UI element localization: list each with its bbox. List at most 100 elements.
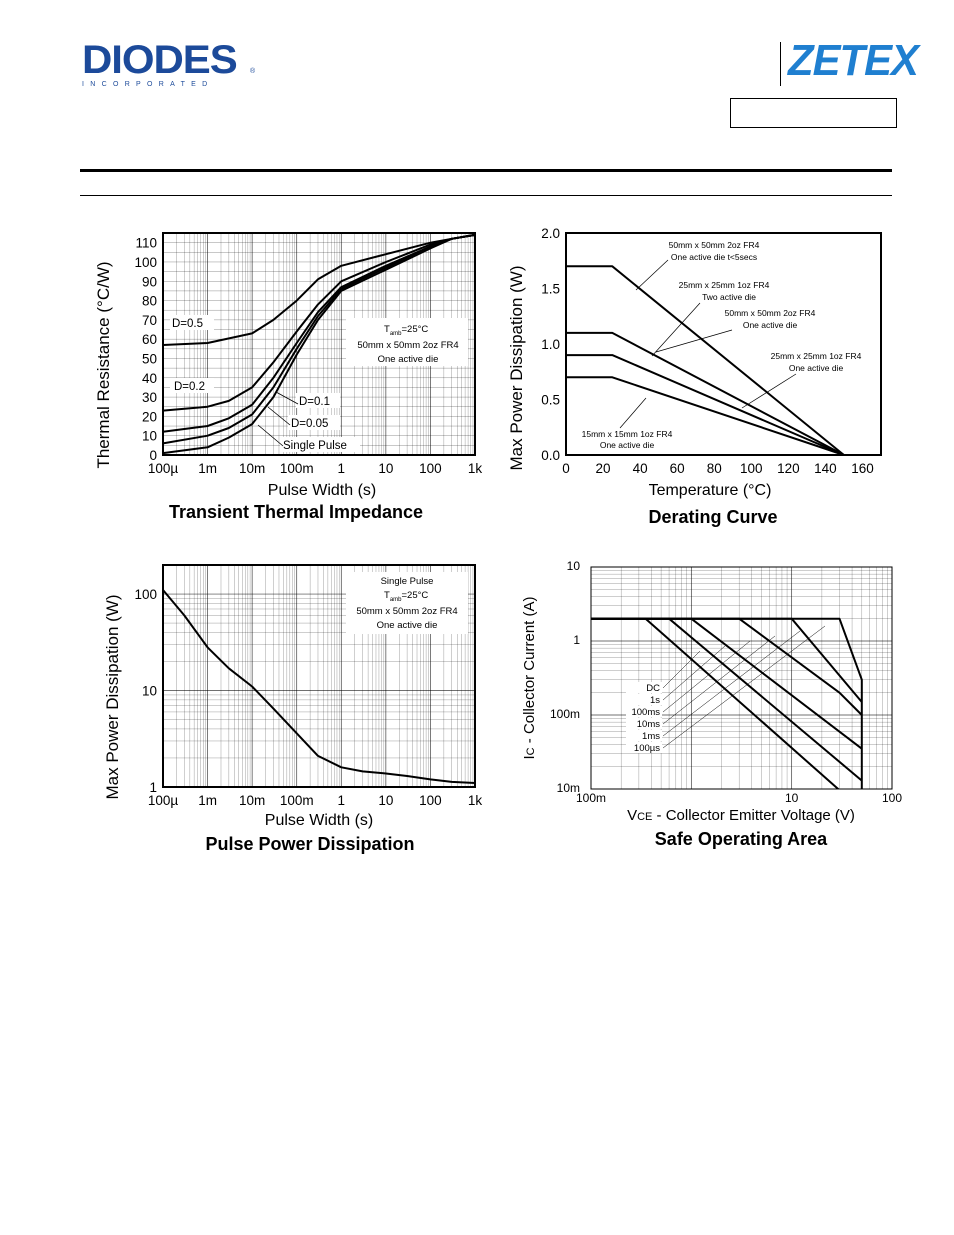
tti-ytick-label: 30 — [142, 390, 157, 405]
soa-legend-1: 1s — [650, 695, 660, 706]
diodes-logo-word: DIODES — [82, 38, 238, 82]
derating-ylabel: Max Power Dissipation (W) — [507, 266, 526, 471]
zetex-logo: ZETEX — [788, 36, 919, 85]
derating-title: Derating Curve — [648, 507, 777, 527]
derating-xtick-label: 60 — [670, 461, 685, 476]
ppd-ytick-label: 10 — [142, 684, 157, 699]
tti-ytick-label: 60 — [142, 332, 157, 347]
derating-ytick-label: 0.0 — [541, 448, 560, 463]
tti-label-single: Single Pulse — [283, 440, 347, 452]
soa-leader-5 — [662, 625, 826, 749]
soa-xtick-label: 100m — [576, 791, 606, 805]
derating-ytick-label: 1.0 — [541, 337, 560, 352]
soa-xtick-label: 100 — [882, 791, 902, 805]
derating-plot-frame — [565, 232, 882, 456]
ppd-title: Pulse Power Dissipation — [205, 834, 414, 854]
tti-ytick-label: 90 — [142, 274, 157, 289]
tti-label-bg-1 — [170, 378, 214, 393]
tti-label-d005: D=0.05 — [291, 418, 328, 430]
derating-ytick-label: 1.5 — [541, 282, 560, 297]
diodes-logo: DIODES INCORPORATED ® — [82, 40, 255, 88]
derating-annot-die-1: Two active die — [702, 292, 756, 302]
soa-legend-bg-2 — [626, 706, 662, 717]
tti-note-board: 50mm x 50mm 2oz FR4 — [357, 340, 458, 351]
ppd-xtick-label: 100 — [419, 793, 442, 808]
tti-series-4 — [162, 233, 476, 455]
soa-legend-bg-5 — [626, 742, 662, 753]
tti-label-bg-4 — [280, 437, 360, 452]
tti-label-d01: D=0.1 — [299, 396, 330, 408]
ppd-xtick-label: 10m — [239, 793, 265, 808]
chart-transient-thermal: Tamb=25°C 50mm x 50mm 2oz FR4 One active d… — [94, 232, 483, 522]
soa-legend-4: 1ms — [642, 731, 660, 742]
ppd-xtick-label: 10 — [378, 793, 393, 808]
derating-leader-2 — [655, 329, 733, 353]
derating-annot-board-3: 25mm x 25mm 1oz FR4 — [771, 351, 862, 361]
soa-leader-1 — [662, 645, 726, 701]
ppd-xtick-label: 1m — [198, 793, 217, 808]
soa-legend-5: 100µs — [634, 743, 660, 754]
header-rule-thin — [80, 195, 892, 196]
derating-annot-board-4: 15mm x 15mm 1oz FR4 — [582, 429, 673, 439]
chart-derating: 50mm x 50mm 2oz FR4 One active die t<5sec… — [507, 226, 882, 527]
derating-annot-die-4: One active die — [600, 440, 655, 450]
ppd-ylabel: Max Power Dissipation (W) — [103, 595, 122, 800]
ppd-note-die: One active die — [377, 620, 438, 631]
tti-xtick-label: 1k — [468, 461, 483, 476]
ppd-ytick-label: 1 — [149, 780, 157, 795]
derating-leader-4 — [619, 397, 647, 429]
soa-series-5 — [591, 617, 863, 789]
ppd-xlabel: Pulse Width (s) — [265, 812, 373, 829]
ppd-xtick-label: 1k — [468, 793, 483, 808]
tti-xlabel: Pulse Width (s) — [268, 482, 376, 499]
tti-ytick-label: 110 — [135, 236, 157, 251]
soa-plot-frame — [590, 566, 893, 790]
derating-annot-die-2: One active die — [743, 320, 798, 330]
soa-legend-bg-4 — [626, 730, 662, 741]
zetex-divider — [780, 42, 781, 86]
derating-xtick-label: 0 — [562, 461, 570, 476]
soa-ylabel: IC - Collector Current (A) — [521, 597, 538, 760]
derating-xtick-label: 160 — [851, 461, 874, 476]
ppd-plot-frame — [162, 564, 476, 788]
soa-legend-bg-3 — [626, 718, 662, 729]
derating-series-1 — [566, 331, 845, 456]
soa-ytick-label: 10m — [557, 781, 580, 795]
ppd-xtick-label: 100m — [280, 793, 314, 808]
ppd-ytick-label: 100 — [134, 587, 157, 602]
tti-xtick-label: 100m — [280, 461, 314, 476]
ppd-note-bg — [346, 572, 468, 634]
soa-title: Safe Operating Area — [655, 829, 828, 849]
soa-leader-3 — [662, 635, 776, 725]
diodes-logo-registered: ® — [250, 68, 256, 75]
soa-xtick-label: 10 — [785, 791, 799, 805]
derating-xtick-label: 20 — [596, 461, 611, 476]
derating-leader-1 — [651, 302, 701, 357]
ppd-note-board: 50mm x 50mm 2oz FR4 — [356, 606, 457, 617]
header-rule-thick — [80, 169, 892, 172]
ppd-note-tamb: Tamb=25°C — [384, 590, 428, 603]
derating-xtick-label: 120 — [777, 461, 800, 476]
derating-xlabel: Temperature (°C) — [649, 482, 772, 499]
soa-leader-4 — [662, 630, 801, 737]
soa-legend-2: 100ms — [631, 707, 660, 718]
tti-label-bg-0 — [170, 315, 214, 330]
derating-series-3 — [566, 376, 845, 456]
derating-annot-board-1: 25mm x 25mm 1oz FR4 — [679, 280, 770, 290]
tti-ylabel: Thermal Resistance (°C/W) — [94, 261, 113, 468]
tti-note-tamb: Tamb=25°C — [384, 324, 428, 337]
tti-series-0 — [162, 233, 476, 346]
soa-leader-2 — [662, 640, 751, 713]
tti-xtick-label: 100µ — [148, 461, 179, 476]
derating-annot-board-2: 50mm x 50mm 2oz FR4 — [725, 308, 816, 318]
tti-ytick-label: 20 — [142, 409, 157, 424]
tti-xtick-label: 1 — [338, 461, 346, 476]
tti-leader-single — [257, 424, 284, 447]
derating-annot-die-3: One active die — [789, 363, 844, 373]
tti-xtick-label: 100 — [419, 461, 442, 476]
tti-label-d02: D=0.2 — [174, 381, 205, 393]
derating-xtick-label: 40 — [633, 461, 648, 476]
soa-legend-bg-1 — [626, 694, 662, 705]
tti-ytick-label: 80 — [142, 294, 157, 309]
